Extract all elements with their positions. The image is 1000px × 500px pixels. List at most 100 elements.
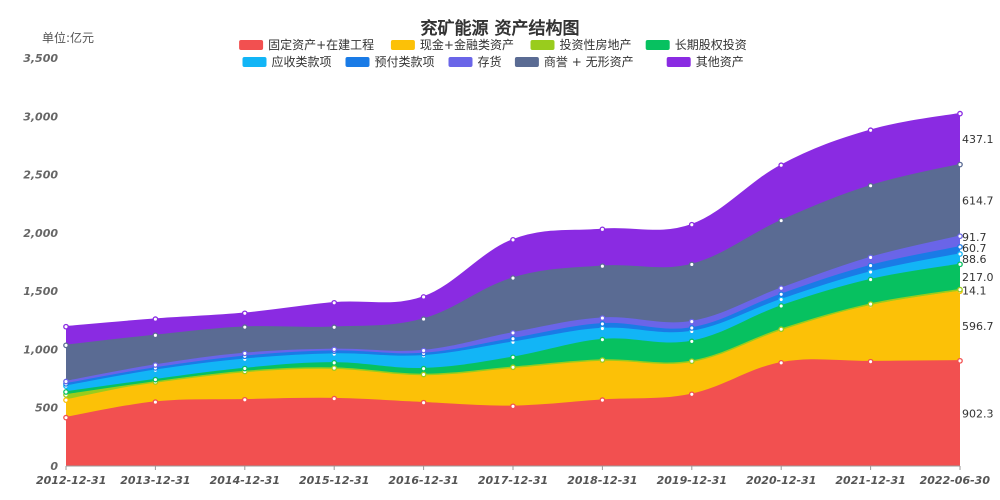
legend-item[interactable]: 现金+金融类资产 bbox=[390, 37, 514, 52]
data-point[interactable] bbox=[420, 294, 427, 300]
data-point[interactable] bbox=[957, 286, 963, 293]
data-point[interactable] bbox=[688, 325, 695, 331]
data-point[interactable] bbox=[420, 399, 427, 406]
data-point[interactable] bbox=[867, 301, 874, 307]
legend-item[interactable]: 应收类款项 bbox=[242, 54, 332, 69]
data-point[interactable] bbox=[688, 391, 695, 398]
x-tick-label: 2020-12-31 bbox=[746, 474, 816, 487]
data-point[interactable] bbox=[331, 346, 338, 353]
data-point[interactable] bbox=[152, 362, 159, 368]
data-point[interactable] bbox=[778, 296, 785, 303]
data-point[interactable] bbox=[599, 357, 606, 363]
data-point[interactable] bbox=[152, 332, 159, 339]
data-point[interactable] bbox=[599, 321, 606, 327]
data-point[interactable] bbox=[599, 263, 606, 270]
data-point[interactable] bbox=[241, 350, 248, 357]
data-point[interactable] bbox=[688, 358, 695, 365]
data-point[interactable] bbox=[331, 299, 338, 306]
data-point[interactable] bbox=[688, 318, 695, 325]
data-point[interactable] bbox=[152, 376, 159, 383]
data-point[interactable] bbox=[778, 326, 785, 333]
data-point[interactable] bbox=[420, 316, 427, 322]
data-point[interactable] bbox=[420, 371, 427, 378]
data-point[interactable] bbox=[510, 354, 516, 361]
legend-item[interactable]: 预付类款项 bbox=[345, 55, 435, 69]
data-point[interactable] bbox=[241, 310, 248, 317]
data-point[interactable] bbox=[867, 127, 874, 134]
legend-swatch bbox=[448, 57, 473, 67]
legend-swatch bbox=[530, 40, 555, 50]
data-point[interactable] bbox=[778, 303, 785, 309]
data-point[interactable] bbox=[63, 342, 69, 349]
legend-item[interactable]: 固定资产+在建工程 bbox=[239, 37, 374, 52]
data-point[interactable] bbox=[331, 324, 338, 331]
data-point[interactable] bbox=[331, 395, 338, 402]
data-point[interactable] bbox=[867, 358, 874, 365]
data-point[interactable] bbox=[599, 336, 606, 343]
data-point[interactable] bbox=[599, 226, 606, 233]
data-point[interactable] bbox=[688, 261, 695, 268]
legend-item[interactable]: 存货 bbox=[448, 54, 502, 69]
data-point[interactable] bbox=[778, 359, 785, 366]
data-point[interactable] bbox=[331, 365, 338, 371]
data-point[interactable] bbox=[331, 359, 338, 366]
data-point[interactable] bbox=[778, 291, 785, 298]
x-tick-label: 2012-12-31 bbox=[36, 474, 106, 487]
data-point[interactable] bbox=[688, 338, 695, 345]
y-tick-label: 3,500 bbox=[23, 52, 58, 65]
data-point[interactable] bbox=[957, 357, 963, 364]
data-point[interactable] bbox=[957, 261, 963, 268]
legend-label: 商誉 + 无形资产 bbox=[544, 54, 634, 69]
y-tick-label: 1,500 bbox=[23, 285, 58, 298]
data-point[interactable] bbox=[778, 217, 785, 224]
data-point[interactable] bbox=[957, 244, 963, 250]
data-point[interactable] bbox=[599, 397, 606, 403]
data-point[interactable] bbox=[867, 269, 874, 275]
legend-swatch bbox=[666, 57, 691, 67]
data-point[interactable] bbox=[867, 182, 874, 189]
legend-item[interactable]: 商誉 + 无形资产 bbox=[514, 54, 634, 69]
data-point[interactable] bbox=[63, 389, 69, 395]
data-point[interactable] bbox=[957, 233, 963, 240]
data-point[interactable] bbox=[778, 285, 785, 292]
legend-label: 应收类款项 bbox=[272, 54, 332, 69]
data-point[interactable] bbox=[957, 161, 963, 168]
data-point[interactable] bbox=[152, 399, 159, 405]
legend-item[interactable]: 其他资产 bbox=[666, 55, 744, 69]
data-point[interactable] bbox=[63, 414, 69, 421]
data-point[interactable] bbox=[599, 315, 606, 321]
legend-item[interactable]: 长期股权投资 bbox=[645, 37, 747, 52]
data-point[interactable] bbox=[867, 262, 874, 269]
x-tick-label: 2017-12-31 bbox=[478, 474, 548, 487]
chart-title: 兖矿能源 资产结构图 bbox=[421, 18, 580, 39]
data-point[interactable] bbox=[510, 335, 516, 342]
data-point[interactable] bbox=[867, 276, 874, 283]
x-tick-label: 2021-12-31 bbox=[835, 474, 905, 487]
data-point[interactable] bbox=[867, 254, 874, 261]
data-point[interactable] bbox=[957, 110, 963, 117]
data-point[interactable] bbox=[241, 396, 248, 403]
data-point[interactable] bbox=[241, 365, 248, 372]
end-value-label: 88.6 bbox=[962, 253, 987, 266]
data-point[interactable] bbox=[957, 251, 963, 257]
legend-label: 其他资产 bbox=[696, 55, 744, 69]
data-point[interactable] bbox=[510, 237, 516, 243]
data-point[interactable] bbox=[152, 316, 159, 322]
data-point[interactable] bbox=[420, 365, 427, 372]
data-point[interactable] bbox=[420, 347, 427, 354]
legend-label: 预付类款项 bbox=[375, 55, 435, 69]
data-point[interactable] bbox=[241, 324, 248, 331]
data-point[interactable] bbox=[510, 364, 516, 371]
data-point[interactable] bbox=[63, 397, 69, 403]
data-point[interactable] bbox=[599, 325, 606, 332]
data-point[interactable] bbox=[510, 330, 516, 336]
data-point[interactable] bbox=[510, 275, 516, 281]
data-point[interactable] bbox=[778, 162, 785, 169]
legend-item[interactable]: 投资性房地产 bbox=[530, 37, 632, 52]
y-axis-ticks: 0 500 1,000 1,500 2,000 2,500 3,000 3,500 bbox=[23, 52, 58, 473]
data-point[interactable] bbox=[63, 323, 69, 330]
data-point[interactable] bbox=[63, 378, 69, 385]
data-point[interactable] bbox=[688, 221, 695, 228]
data-point[interactable] bbox=[510, 403, 516, 410]
